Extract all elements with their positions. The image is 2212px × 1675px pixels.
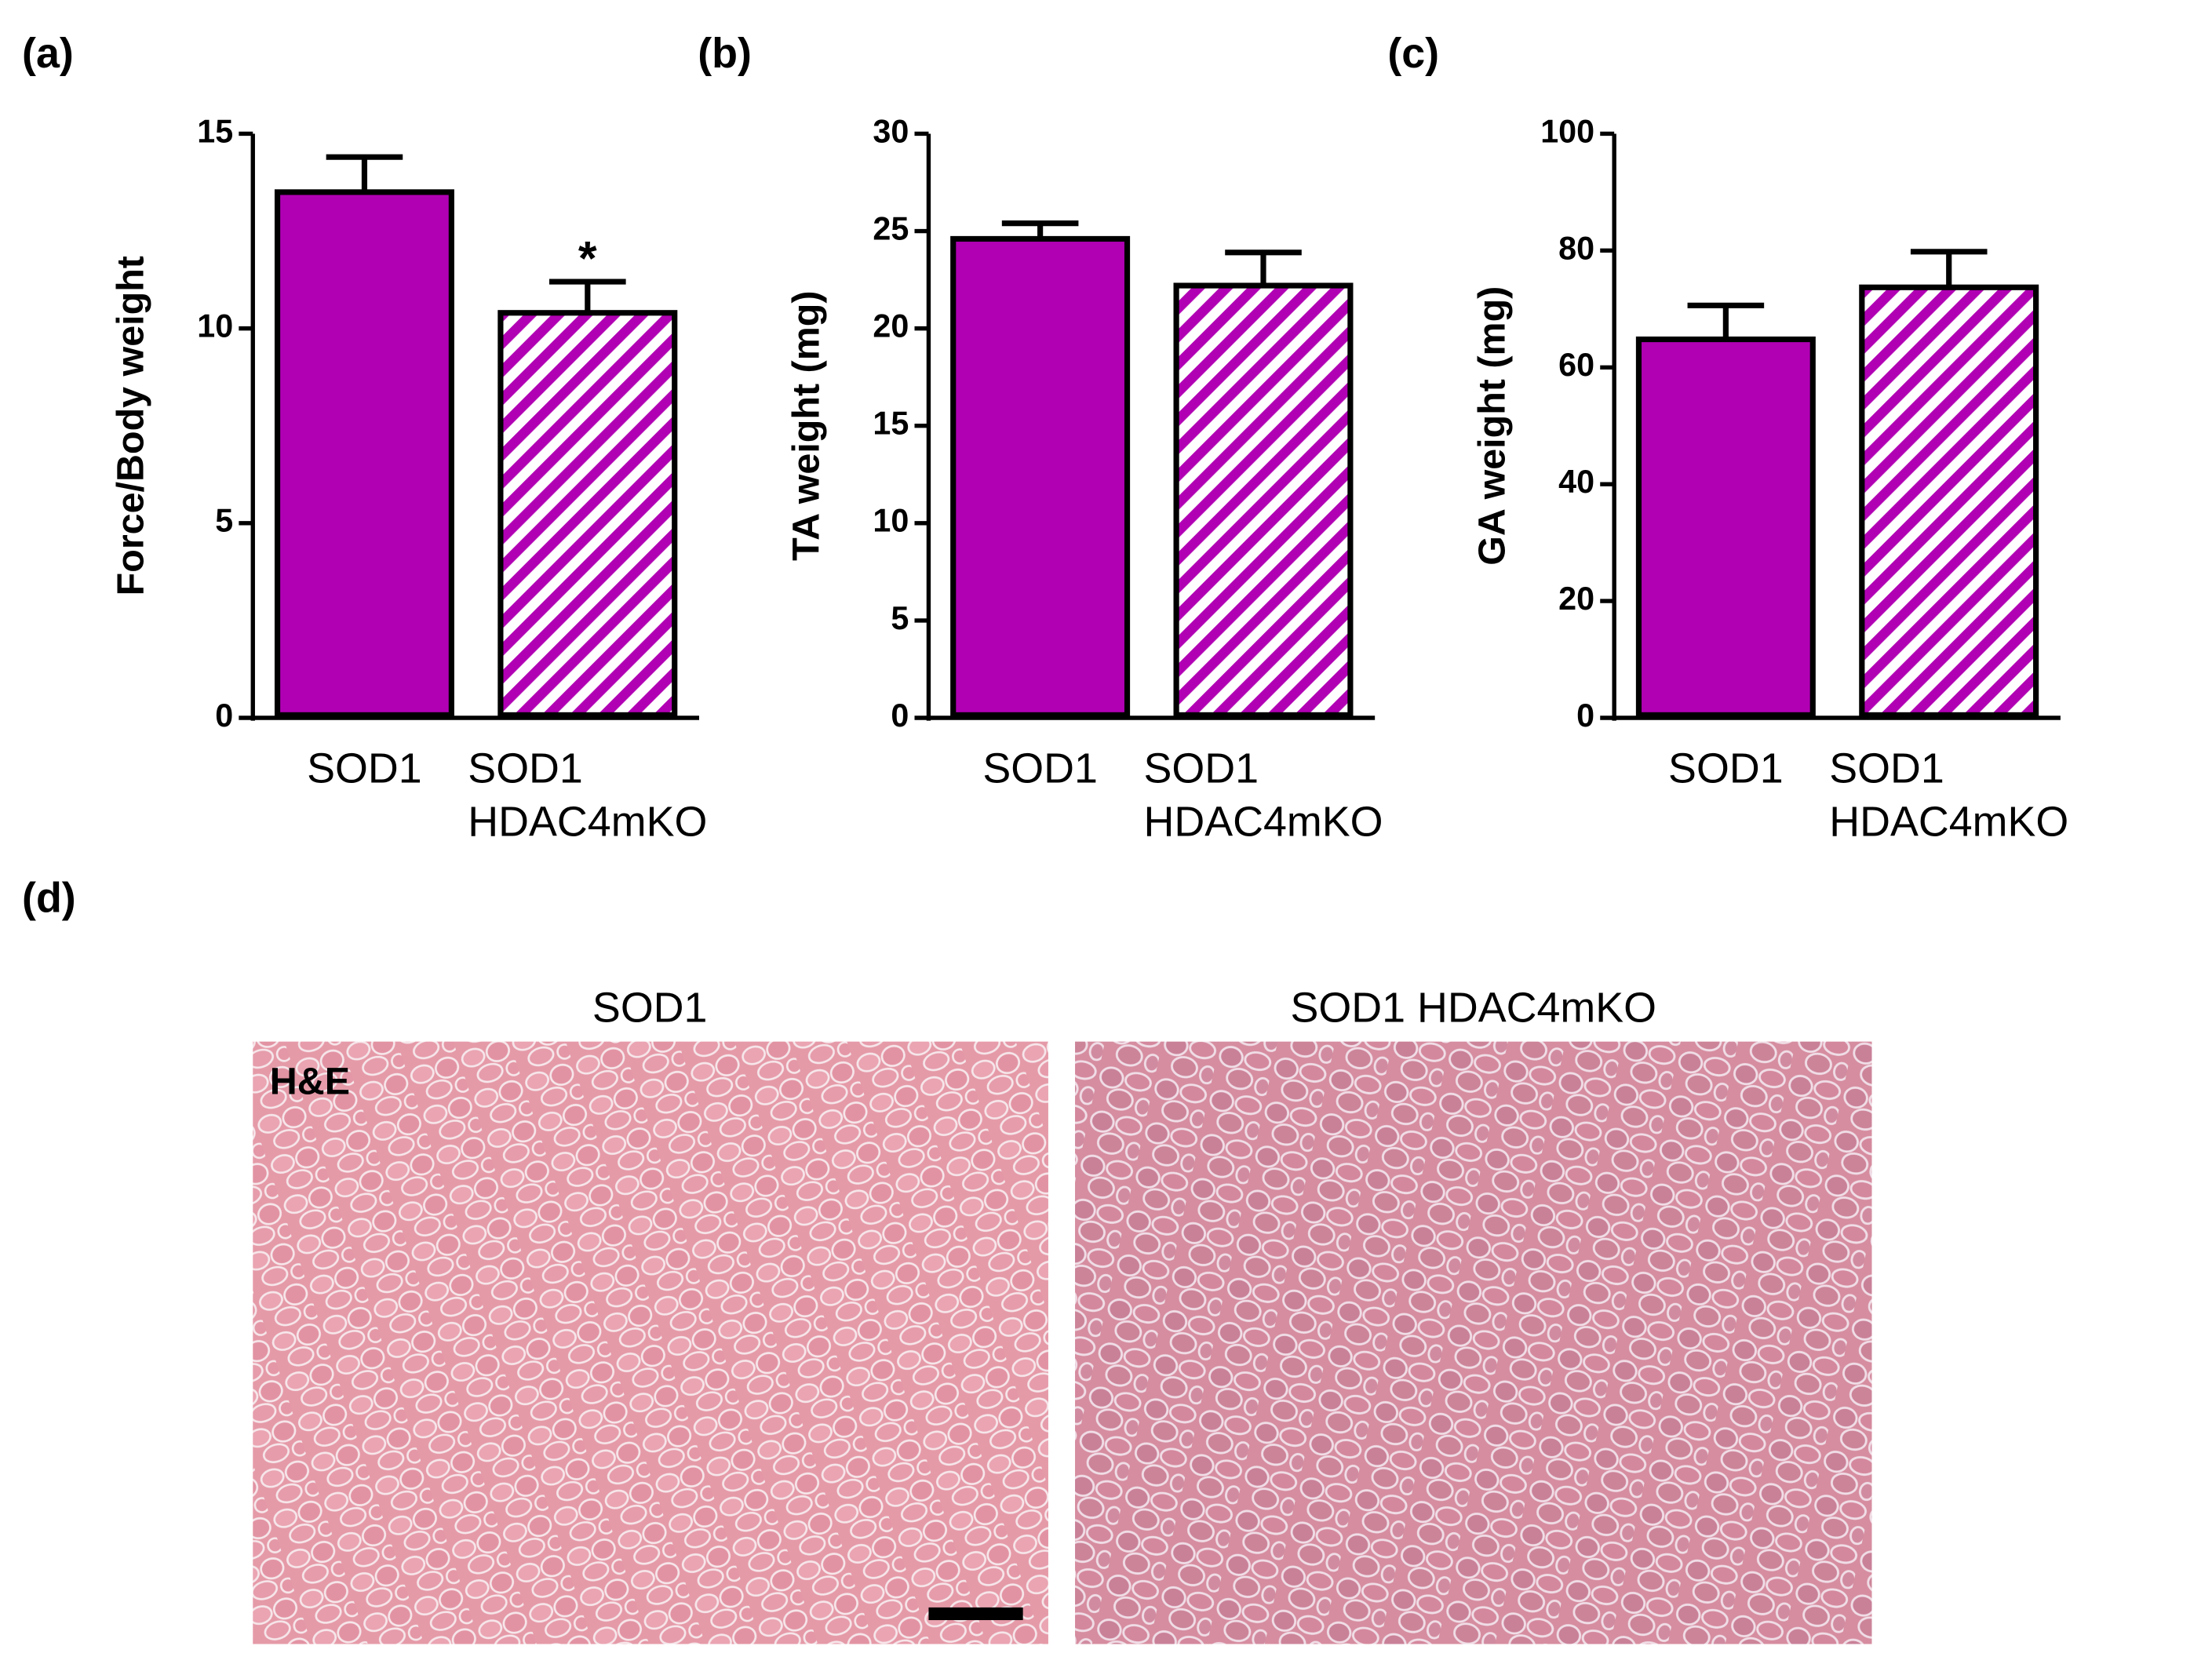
y-tick-label: 10	[197, 308, 233, 344]
bar	[274, 189, 454, 718]
y-tick-label: 25	[873, 210, 909, 246]
y-tick-label: 5	[891, 600, 909, 636]
histology-image	[1075, 1041, 1872, 1644]
y-axis-label: TA weight (mg)	[785, 291, 828, 561]
y-tick-label: 30	[873, 113, 909, 149]
annotation: *	[578, 231, 597, 285]
y-tick-label: 0	[215, 697, 233, 734]
y-tick-label: 10	[873, 503, 909, 539]
image-title: SOD1 HDAC4mKO	[1291, 984, 1656, 1031]
category-label-box: SOD1 HDAC4mKO	[1143, 745, 1383, 846]
panel-label: (c)	[1387, 30, 1439, 77]
x-tick-label: SOD1	[1668, 745, 1784, 793]
y-tick-label: 5	[215, 503, 233, 539]
y-tick-label: 20	[1558, 581, 1594, 617]
x-tick-label: SOD1	[982, 745, 1098, 793]
x-tick-label: SOD1 HDAC4mKO	[468, 745, 708, 846]
bar	[1635, 336, 1816, 719]
bar	[1173, 282, 1354, 718]
y-axis-label: Force/Body weight	[110, 256, 152, 595]
histology-image	[253, 1041, 1048, 1644]
bar	[1859, 284, 2039, 719]
panel-label: (b)	[698, 30, 752, 77]
y-tick-label: 0	[891, 697, 909, 734]
y-tick-label: 100	[1540, 113, 1594, 149]
category-label-box: SOD1 HDAC4mKO	[468, 745, 708, 846]
category-label-box: SOD1	[982, 745, 1098, 793]
y-axis-label: GA weight (mg)	[1470, 286, 1513, 566]
image-title: SOD1	[592, 984, 708, 1031]
panel-label: (d)	[22, 874, 76, 921]
y-tick-label: 15	[197, 113, 233, 149]
scale-bar	[928, 1607, 1023, 1621]
x-tick-label: SOD1 HDAC4mKO	[1143, 745, 1383, 846]
panel-label: (a)	[22, 30, 74, 77]
y-tick-label: 15	[873, 406, 909, 442]
x-tick-label: SOD1	[307, 745, 422, 793]
x-tick-label: SOD1 HDAC4mKO	[1829, 745, 2069, 846]
y-tick-label: 0	[1576, 697, 1594, 734]
category-label-box: SOD1	[1668, 745, 1784, 793]
y-tick-label: 80	[1558, 230, 1594, 266]
stain-label: H&E	[270, 1060, 350, 1102]
bar	[950, 235, 1131, 718]
y-tick-label: 40	[1558, 464, 1594, 500]
y-tick-label: 60	[1558, 347, 1594, 383]
category-label-box: SOD1	[307, 745, 422, 793]
y-tick-label: 20	[873, 308, 909, 344]
category-label-box: SOD1 HDAC4mKO	[1829, 745, 2069, 846]
bar	[497, 310, 678, 718]
